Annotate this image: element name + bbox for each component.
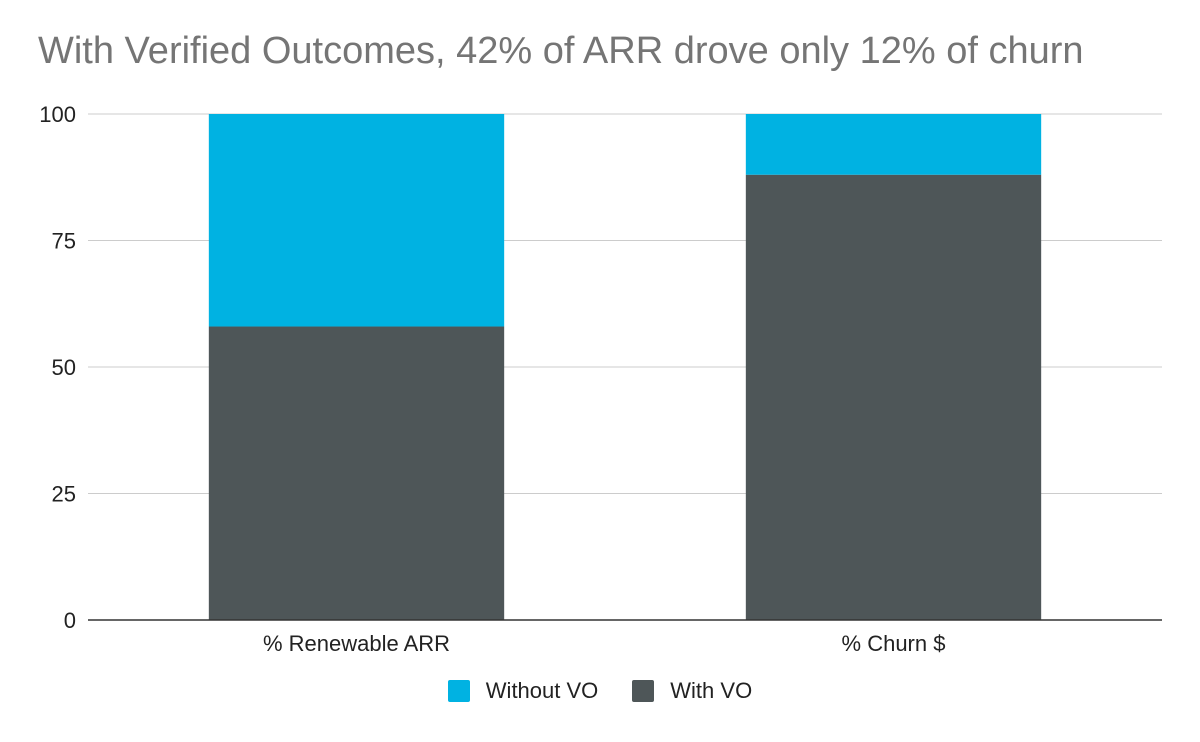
y-tick-label: 100 (39, 102, 76, 127)
legend-item-without-vo: Without VO (447, 678, 599, 704)
legend-label-with-vo: With VO (670, 678, 753, 703)
axes: 0 25 50 75 100 % Renewable ARR % Churn $ (39, 102, 1162, 656)
y-tick-label: 50 (52, 355, 76, 380)
legend-label-without-vo: Without VO (485, 678, 599, 703)
y-tick-label: 0 (64, 608, 76, 633)
legend-item-with-vo: With VO (632, 678, 752, 704)
bar-segment-with-vo (208, 326, 505, 620)
legend-swatch-with-vo (632, 680, 655, 702)
bar-segment-without-vo (208, 114, 505, 327)
bar-segment-without-vo (745, 114, 1042, 175)
chart-title: With Verified Outcomes, 42% of ARR drove… (38, 30, 1084, 72)
legend-swatch-without-vo (447, 680, 470, 702)
bars (208, 114, 1042, 620)
x-tick-label: % Churn $ (842, 631, 946, 656)
x-tick-label: % Renewable ARR (263, 631, 450, 656)
y-tick-label: 25 (52, 482, 76, 507)
y-tick-label: 75 (52, 229, 76, 254)
bar-segment-with-vo (745, 174, 1042, 620)
legend: Without VO With VO (0, 678, 1200, 704)
